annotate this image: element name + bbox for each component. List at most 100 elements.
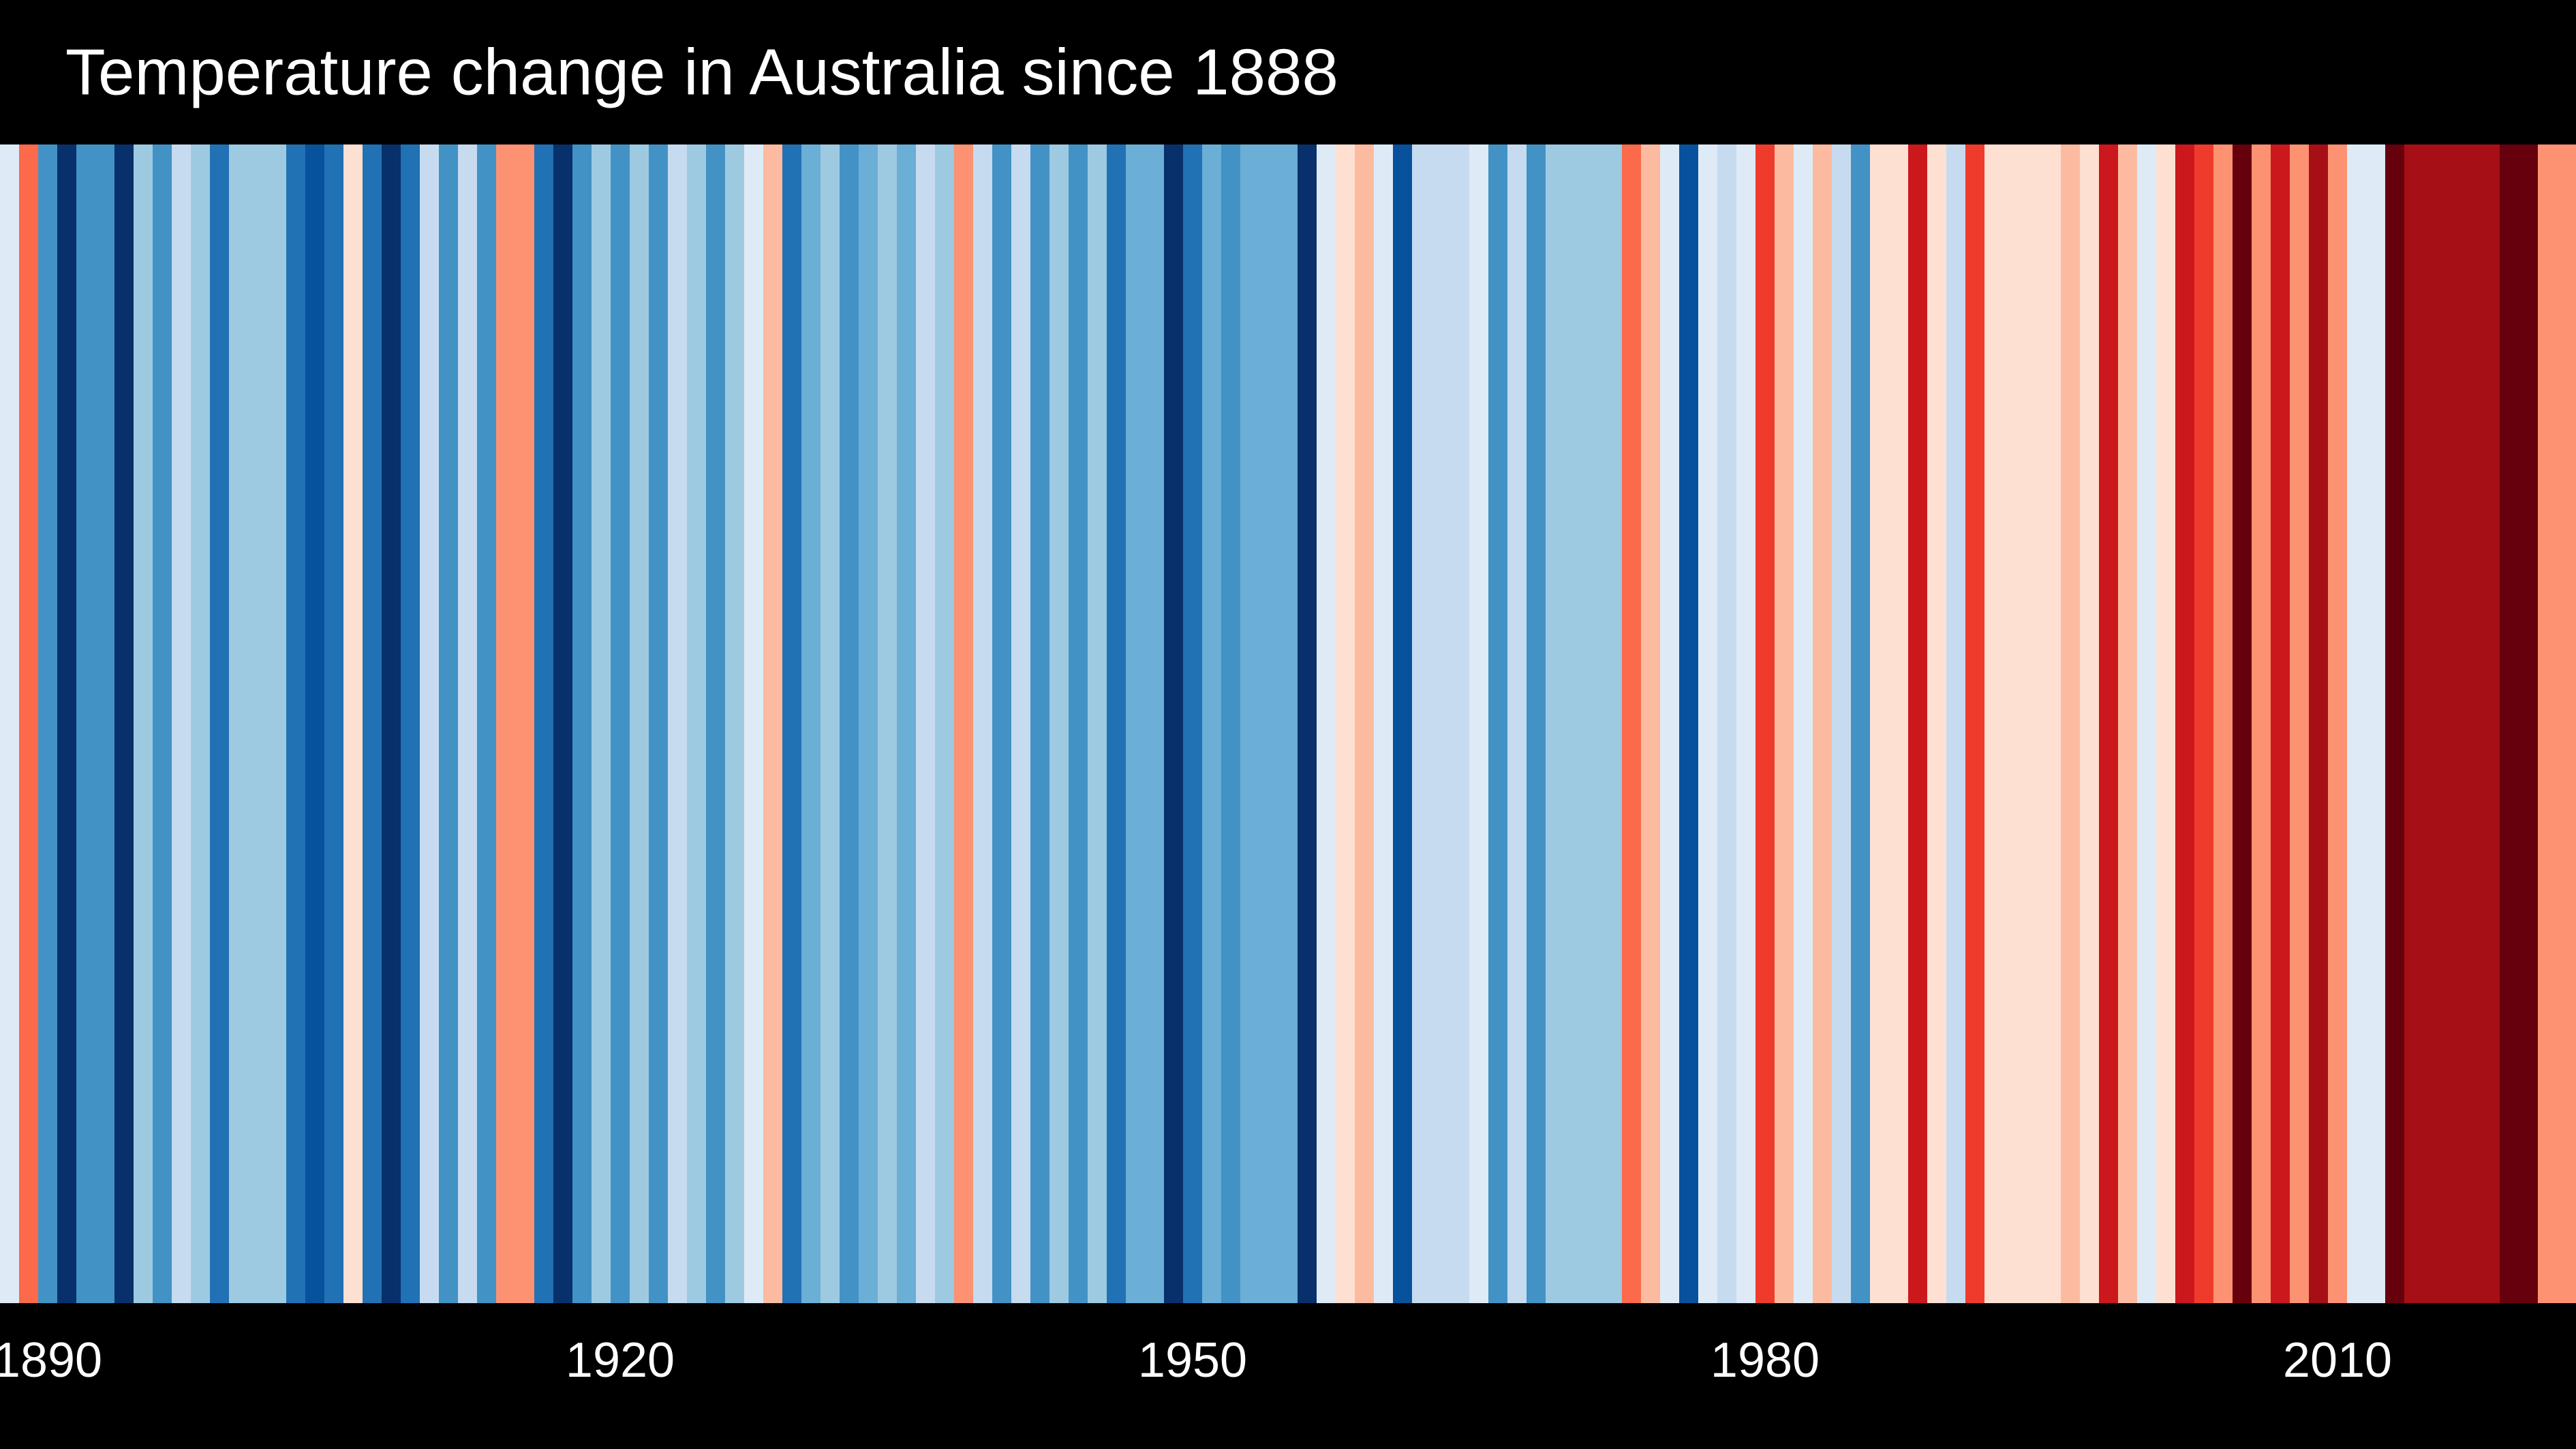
stripe [458,144,478,1303]
stripe [1450,144,1470,1303]
stripe [1679,144,1699,1303]
stripe [1736,144,1756,1303]
stripe [2500,144,2519,1303]
stripe [1717,144,1737,1303]
stripe [1507,144,1527,1303]
stripe [382,144,401,1303]
stripe [2175,144,2195,1303]
stripe [1221,144,1241,1303]
x-tick-label: 2010 [2283,1333,2392,1388]
stripe [1088,144,1107,1303]
stripe [1755,144,1775,1303]
stripe [1469,144,1489,1303]
stripe [1984,144,2004,1303]
stripe [1393,144,1413,1303]
stripe [57,144,77,1303]
stripe [1355,144,1375,1303]
stripe [935,144,955,1303]
stripe [19,144,39,1303]
stripe [2519,144,2539,1303]
stripe [534,144,554,1303]
stripe [0,144,20,1303]
stripe [324,144,344,1303]
stripe [859,144,878,1303]
stripe [1832,144,1852,1303]
stripe [1622,144,1642,1303]
stripe [1870,144,1890,1303]
stripe [248,144,268,1303]
stripe [668,144,688,1303]
stripe [878,144,898,1303]
stripe [401,144,420,1303]
stripe [592,144,611,1303]
stripes-area [0,144,2576,1303]
stripe [1126,144,1146,1303]
stripe [477,144,497,1303]
stripe [172,144,191,1303]
stripe [496,144,516,1303]
stripe [1488,144,1508,1303]
stripe [1546,144,1565,1303]
stripe [2099,144,2119,1303]
stripe [76,144,96,1303]
stripe [2252,144,2271,1303]
stripe [1107,144,1126,1303]
stripe [1965,144,1985,1303]
stripe [1336,144,1355,1303]
stripe [305,144,325,1303]
stripe [973,144,993,1303]
stripe [782,144,802,1303]
stripe [1794,144,1813,1303]
stripe [191,144,211,1303]
stripe [1927,144,1947,1303]
stripe [343,144,363,1303]
x-axis: 1890 1920 1950 1980 2010 [0,1333,2392,1388]
stripe [1240,144,1260,1303]
stripe [2557,144,2576,1303]
stripe [1908,144,1928,1303]
stripe [2309,144,2329,1303]
stripe [744,144,764,1303]
stripe [2118,144,2138,1303]
stripe [840,144,859,1303]
stripe [2347,144,2367,1303]
stripe [1431,144,1451,1303]
stripe [1030,144,1050,1303]
stripe [1775,144,1794,1303]
stripe [572,144,592,1303]
stripe [267,144,287,1303]
stripe [1641,144,1661,1303]
stripe [630,144,649,1303]
stripe [229,144,249,1303]
stripe [1527,144,1546,1303]
stripe [1259,144,1279,1303]
stripe [1183,144,1203,1303]
stripe [1069,144,1088,1303]
stripe [2538,144,2558,1303]
x-tick-label: 1950 [1138,1333,1247,1388]
stripe [2328,144,2348,1303]
stripe [801,144,821,1303]
stripe [649,144,669,1303]
stripe [2462,144,2481,1303]
stripe [2213,144,2233,1303]
stripe [611,144,630,1303]
stripe [286,144,306,1303]
stripe [1145,144,1165,1303]
stripe [897,144,917,1303]
stripe [706,144,726,1303]
stripe [2080,144,2100,1303]
stripe [821,144,840,1303]
stripe [2042,144,2061,1303]
stripe [1565,144,1584,1303]
stripe [1317,144,1336,1303]
chart-title: Temperature change in Australia since 18… [65,35,1338,108]
stripe [2194,144,2214,1303]
stripe [2061,144,2081,1303]
stripe [1412,144,1432,1303]
stripe [134,144,153,1303]
stripe [1603,144,1623,1303]
stripe [1164,144,1184,1303]
